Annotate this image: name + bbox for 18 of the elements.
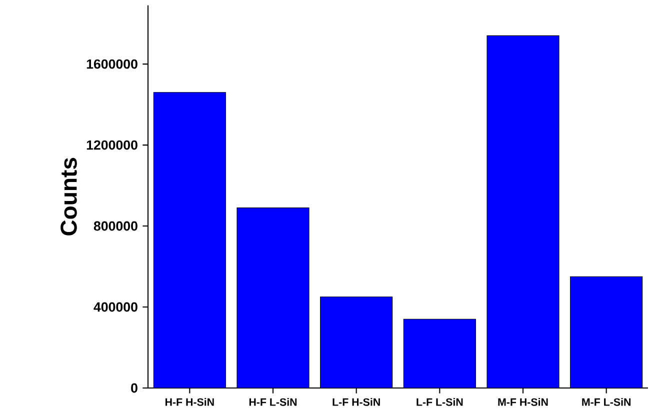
y-tick-label: 1600000 <box>86 59 138 69</box>
x-tick-label: H-F L-SiN <box>249 398 297 406</box>
x-tick-label: M-F L-SiN <box>582 398 630 406</box>
x-tick-label: H-F H-SiN <box>165 398 214 406</box>
y-tick-label: 400000 <box>94 302 138 312</box>
x-tick-label: L-F L-SiN <box>416 398 463 406</box>
y-tick-label: 0 <box>131 383 138 393</box>
bar <box>236 208 310 388</box>
y-tick-label: 800000 <box>94 221 138 231</box>
x-tick-label: L-F H-SiN <box>332 398 380 406</box>
bar <box>403 318 476 388</box>
bar <box>320 296 393 388</box>
bar <box>570 276 643 388</box>
y-tick-label: 1200000 <box>86 140 138 150</box>
bar <box>486 35 560 388</box>
y-axis-title: Counts <box>60 158 77 236</box>
x-tick-label: M-F H-SiN <box>498 398 548 406</box>
bar <box>153 92 226 388</box>
